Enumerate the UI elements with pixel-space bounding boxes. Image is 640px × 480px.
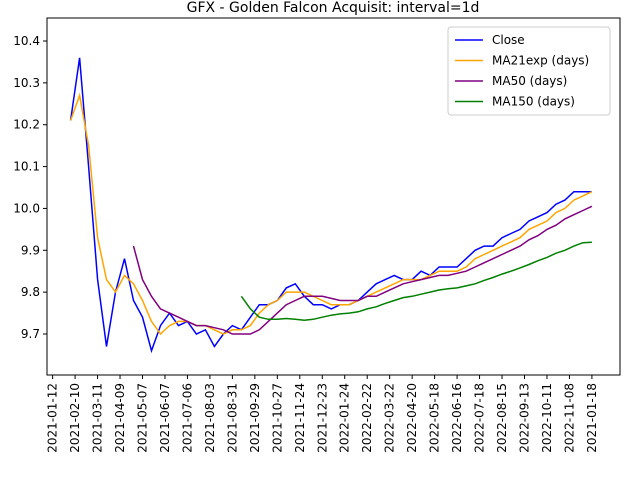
- legend-label: MA50 (days): [492, 74, 567, 88]
- x-tick-label: 2021-08-31: [225, 383, 239, 453]
- x-tick-label: 2021-01-18: [585, 383, 599, 453]
- x-tick-label: 2021-11-24: [293, 383, 307, 453]
- y-tick-label: 10.4: [13, 34, 40, 48]
- series-line: [69, 57, 592, 354]
- legend-label: MA21exp (days): [492, 54, 589, 68]
- y-tick-label: 10.1: [13, 160, 40, 174]
- chart-title: GFX - Golden Falcon Acquisit: interval=1…: [187, 0, 480, 16]
- legend-label: Close: [492, 33, 525, 47]
- x-tick-label: 2021-10-27: [270, 383, 284, 453]
- x-tick-label: 2021-07-06: [180, 383, 194, 453]
- x-tick-label: 2022-08-15: [495, 383, 509, 453]
- x-tick-label: 2021-03-11: [91, 383, 105, 453]
- x-tick-label: 2022-06-16: [450, 383, 464, 453]
- plot-frame: [46, 17, 621, 376]
- legend-label: MA150 (days): [492, 95, 575, 109]
- x-tick-label: 2021-04-09: [113, 383, 127, 453]
- x-tick-label: 2021-05-07: [136, 383, 150, 453]
- y-tick-label: 10.3: [13, 76, 40, 90]
- x-tick-label: 2022-04-20: [405, 383, 419, 453]
- series-line: [69, 92, 593, 336]
- x-tick-label: 2021-09-29: [248, 383, 262, 453]
- y-tick-label: 9.7: [21, 327, 40, 341]
- y-tick-label: 10.2: [13, 118, 40, 132]
- x-tick-label: 2021-01-12: [46, 383, 60, 453]
- y-tick-label: 9.9: [21, 243, 40, 257]
- series-line: [132, 205, 593, 335]
- x-tick-label: 2021-02-10: [68, 383, 82, 453]
- x-tick-label: 2022-11-08: [562, 383, 576, 453]
- y-tick-label: 9.8: [21, 285, 40, 299]
- x-tick-label: 2022-02-22: [360, 383, 374, 453]
- y-tick-label: 10.0: [13, 201, 40, 215]
- x-tick-label: 2021-08-03: [203, 383, 217, 453]
- x-tick-label: 2022-05-18: [428, 383, 442, 453]
- x-tick-label: 2021-06-07: [158, 383, 172, 453]
- x-tick-label: 2022-09-13: [518, 383, 532, 453]
- x-tick-label: 2022-07-18: [473, 383, 487, 453]
- x-tick-label: 2022-03-22: [383, 383, 397, 453]
- x-tick-label: 2021-12-23: [315, 383, 329, 453]
- legend-box: [447, 26, 611, 116]
- x-tick-label: 2022-10-11: [540, 383, 554, 453]
- series-line: [240, 241, 592, 321]
- x-tick-label: 2022-01-24: [338, 383, 352, 453]
